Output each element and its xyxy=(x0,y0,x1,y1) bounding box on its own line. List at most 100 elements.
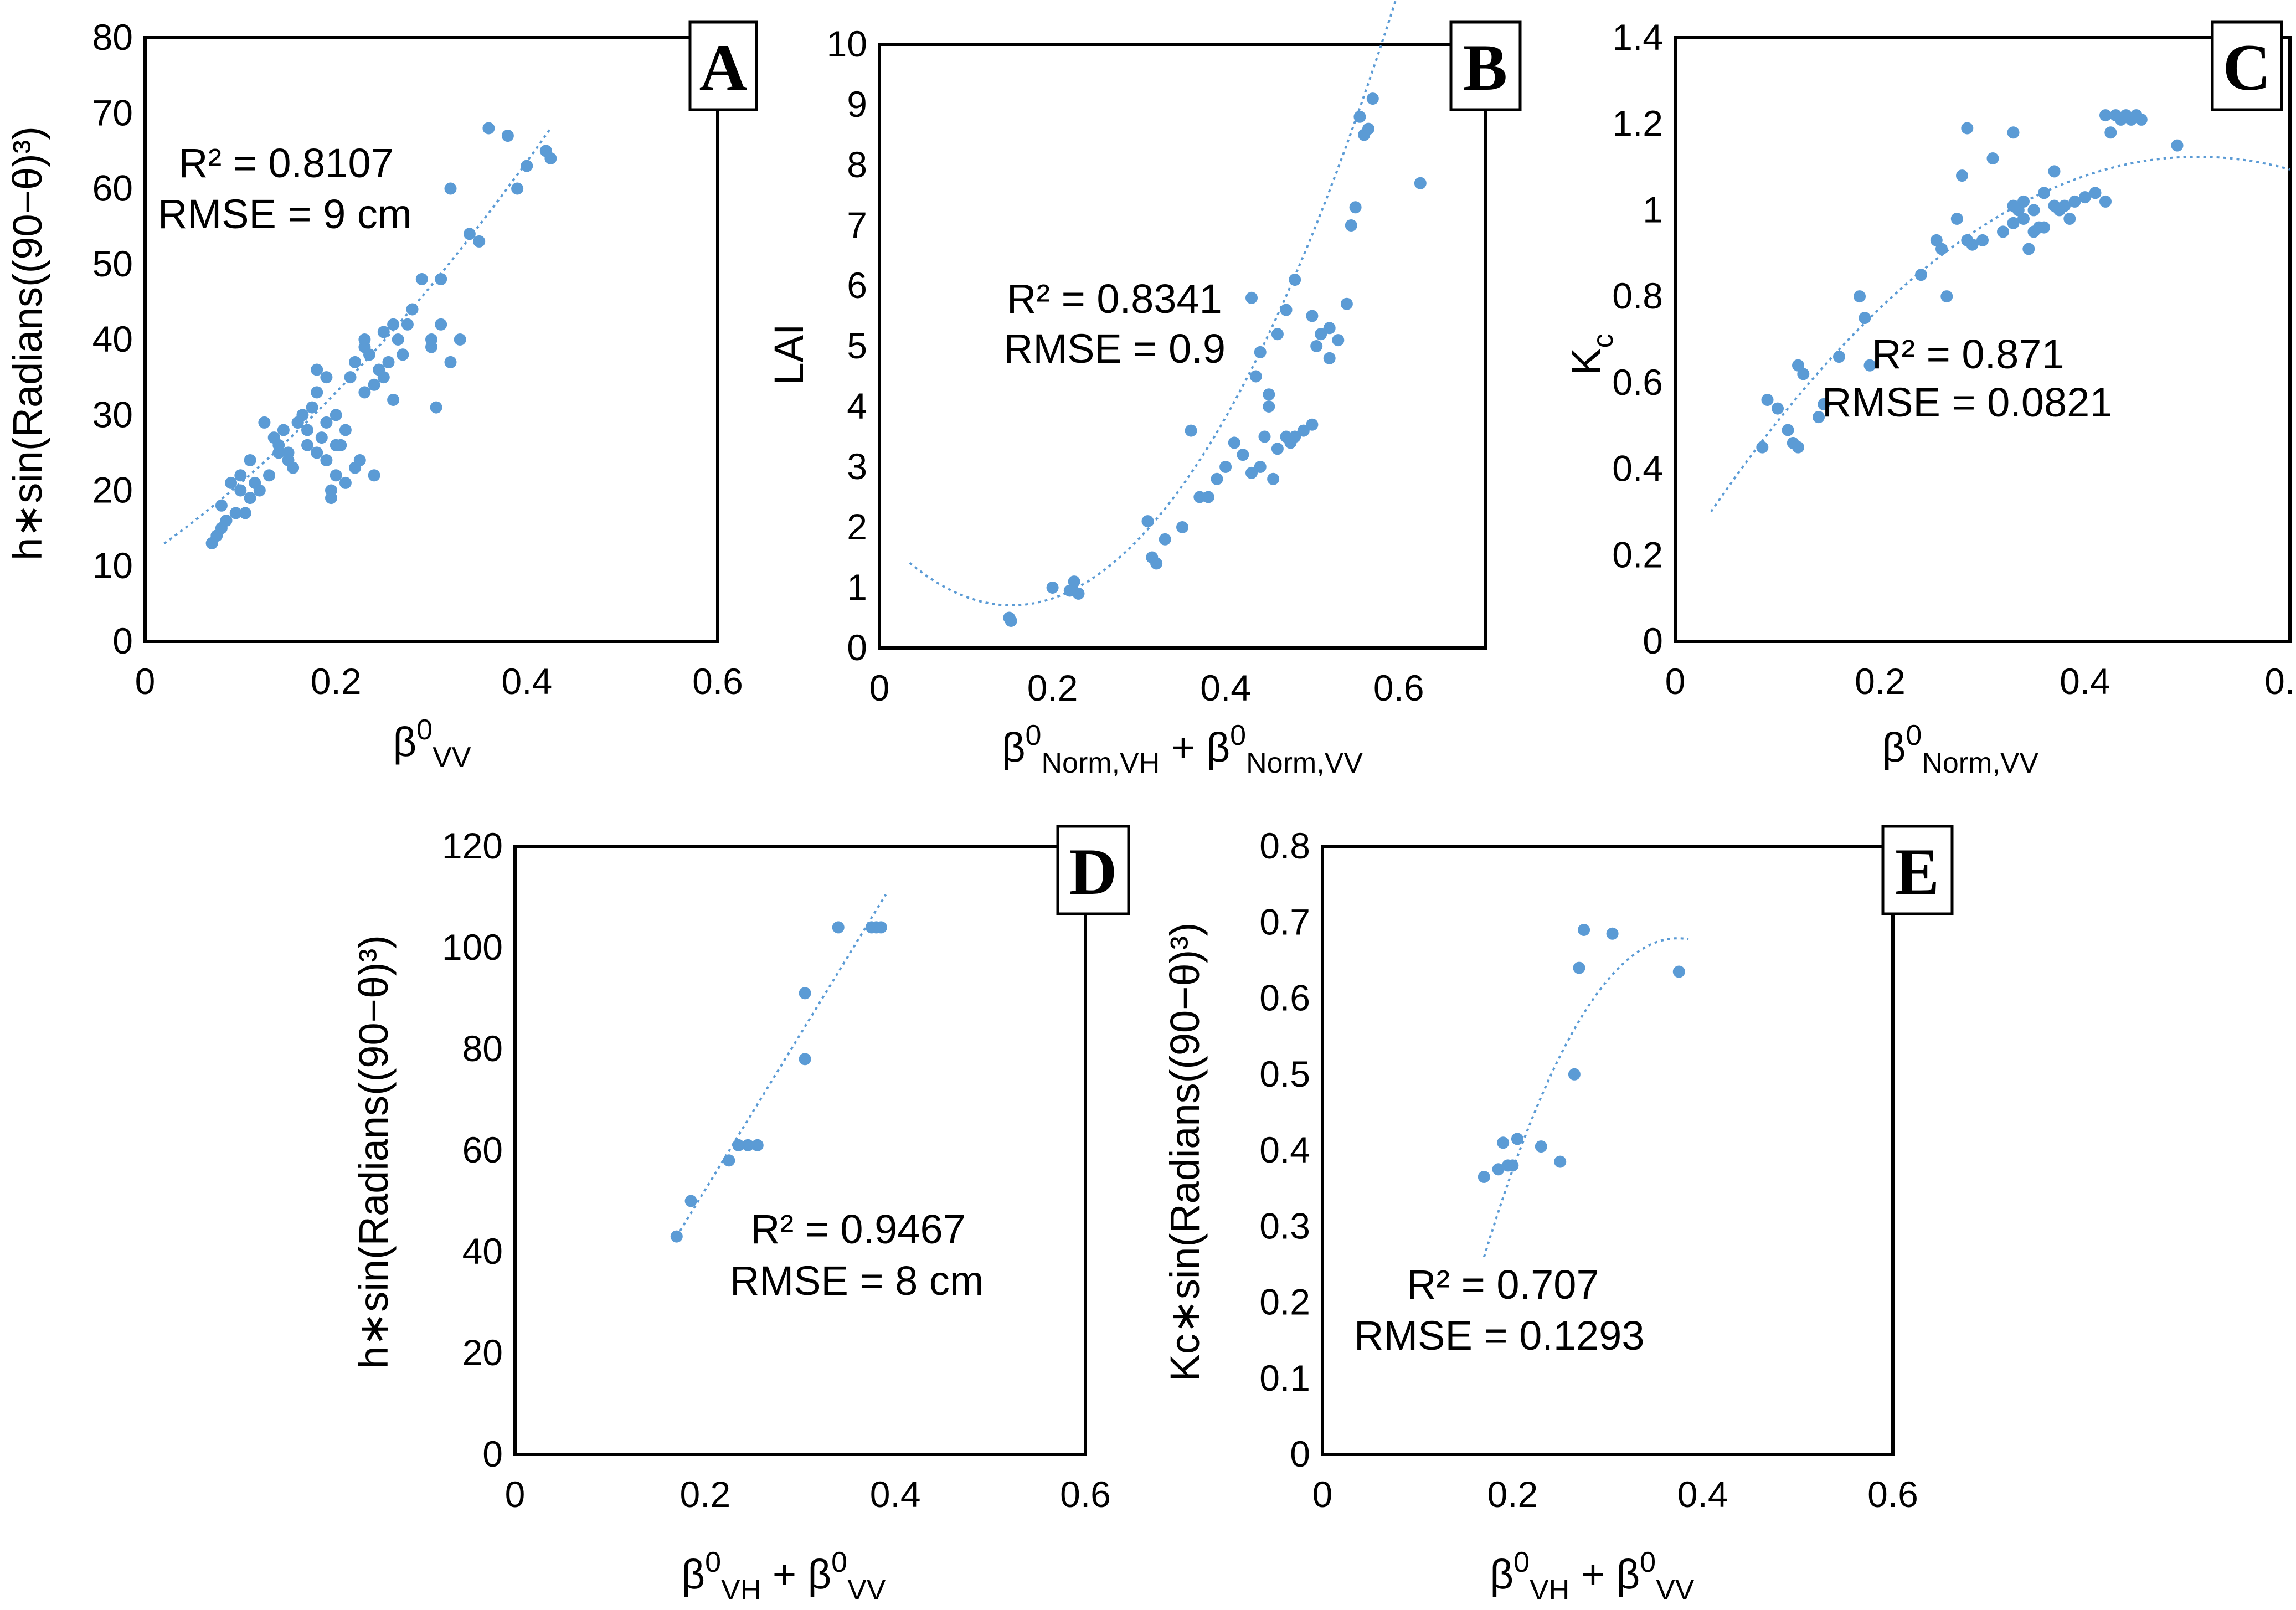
x-tick-label: 0.6 xyxy=(1867,1474,1918,1515)
data-point xyxy=(2089,187,2102,199)
data-point xyxy=(363,348,375,361)
y-tick-label: 0.7 xyxy=(1259,901,1310,942)
data-point xyxy=(2058,199,2071,212)
data-point xyxy=(2038,187,2050,199)
data-point xyxy=(258,416,271,429)
data-point xyxy=(272,446,285,459)
data-point xyxy=(1554,1155,1567,1168)
data-point xyxy=(2027,204,2040,217)
data-point xyxy=(2048,165,2061,178)
annotation-r2-d: R² = 0.9467 xyxy=(750,1206,966,1252)
data-point xyxy=(1271,443,1284,455)
data-point xyxy=(382,356,395,368)
y-tick-label: 0.6 xyxy=(1612,362,1663,403)
data-point xyxy=(1245,466,1258,479)
panel-label-c: C xyxy=(2223,30,2271,104)
panel-a: A 0 10 20 30 40 50 60 70 80 0 0.2 0.4 0.6 R² = 0.81… xyxy=(4,17,758,774)
data-point xyxy=(2022,243,2035,255)
y-tick-label: 10 xyxy=(827,23,867,64)
data-point xyxy=(2079,191,2091,204)
data-point xyxy=(339,424,352,436)
data-point xyxy=(1254,346,1267,358)
y-tick-label: 0.3 xyxy=(1259,1205,1310,1246)
data-point xyxy=(1349,201,1362,214)
data-point xyxy=(330,409,342,421)
data-point xyxy=(1315,328,1327,341)
data-point xyxy=(1997,225,2009,238)
y-tick-label: 70 xyxy=(92,92,133,133)
y-tick-label: 0.4 xyxy=(1612,448,1663,489)
data-point xyxy=(1362,122,1374,135)
plot-frame-a xyxy=(143,36,719,643)
data-point xyxy=(430,401,442,414)
data-point xyxy=(1046,582,1059,594)
data-point xyxy=(234,469,247,482)
data-point xyxy=(320,371,333,384)
data-point xyxy=(1606,927,1619,940)
plot-area-e xyxy=(1478,924,1689,1258)
y-tick-label: 80 xyxy=(92,17,133,58)
trendline xyxy=(163,127,552,545)
data-point xyxy=(287,461,300,474)
data-point xyxy=(2171,139,2184,152)
data-point xyxy=(2017,195,2030,208)
data-point xyxy=(1185,424,1197,437)
data-point xyxy=(406,303,419,316)
plot-frame-c xyxy=(1674,36,2292,643)
data-point xyxy=(368,469,380,482)
data-point xyxy=(1950,213,1963,225)
x-tick-label: 0 xyxy=(1312,1474,1333,1515)
data-point xyxy=(1797,368,1810,380)
data-point xyxy=(1245,291,1258,304)
y-axis-label-c: Kc xyxy=(1563,333,1619,375)
data-point xyxy=(473,235,486,248)
data-point xyxy=(253,484,266,497)
data-point xyxy=(1211,472,1223,485)
data-point xyxy=(401,318,414,331)
data-point xyxy=(1535,1140,1547,1153)
data-point xyxy=(320,416,333,429)
plot-frame-d xyxy=(513,845,1087,1456)
plot-area-a xyxy=(163,122,557,549)
annotation-rmse-e: RMSE = 0.1293 xyxy=(1354,1313,1644,1359)
y-tick-label: 20 xyxy=(462,1332,503,1373)
data-point xyxy=(1267,472,1280,485)
data-point xyxy=(1219,461,1232,473)
data-point xyxy=(874,921,887,934)
panel-label-box-b xyxy=(1449,20,1522,111)
data-point xyxy=(1859,312,1871,325)
y-tick-label: 0 xyxy=(1643,620,1663,661)
panel-b: B 0 1 2 3 4 5 6 7 8 9 10 0 0.2 0.4 0.6 R² = 0.8341 RM… xyxy=(766,0,1522,779)
y-tick-label: 0 xyxy=(112,620,133,661)
data-point xyxy=(387,318,400,331)
y-tick-label: 1.2 xyxy=(1612,103,1663,144)
data-point xyxy=(799,1053,811,1066)
trendline xyxy=(676,894,887,1237)
data-point xyxy=(832,921,845,934)
data-point xyxy=(2007,217,2020,229)
data-point xyxy=(2007,126,2020,139)
panel-d: D 0 20 40 60 80 100 120 0 0.2 0.4 0.6 R² = 0.9467… xyxy=(351,825,1130,1606)
y-tick-labels-c: 0 0.2 0.4 0.6 0.8 1 1.2 1.4 xyxy=(1612,17,1663,661)
data-point xyxy=(2063,213,2076,225)
data-point xyxy=(1782,424,1794,436)
annotation-r2-b: R² = 0.8341 xyxy=(1007,276,1222,322)
x-tick-labels-a: 0 0.2 0.4 0.6 xyxy=(135,661,743,702)
y-tick-label: 0 xyxy=(482,1433,503,1474)
panel-label-box-e xyxy=(1881,825,1954,915)
data-point xyxy=(2038,221,2050,234)
x-tick-label: 0 xyxy=(505,1474,526,1515)
data-point xyxy=(1263,388,1275,401)
data-point xyxy=(1254,461,1267,473)
data-point xyxy=(239,507,251,519)
data-point xyxy=(1940,290,1953,303)
x-tick-label: 0.6 xyxy=(1060,1474,1111,1515)
x-tick-label: 0.4 xyxy=(1200,667,1251,708)
y-tick-label: 0.5 xyxy=(1259,1053,1310,1094)
data-point xyxy=(1280,304,1293,316)
plot-area-b xyxy=(909,0,1427,627)
x-tick-labels-c: 0 0.2 0.4 0.6 xyxy=(1665,661,2296,702)
y-tick-label: 0.2 xyxy=(1612,534,1663,575)
x-tick-label: 0.2 xyxy=(1487,1474,1538,1515)
data-point xyxy=(415,273,428,285)
